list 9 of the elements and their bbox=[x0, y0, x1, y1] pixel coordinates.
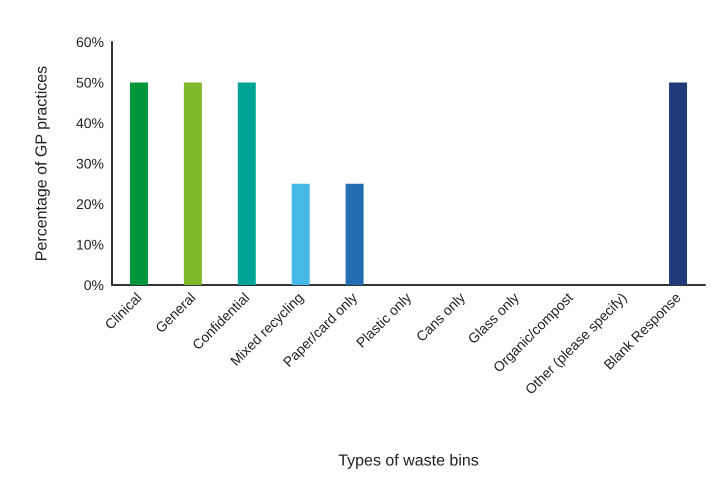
y-tick-label: 30% bbox=[76, 156, 104, 172]
y-tick-label: 0% bbox=[84, 277, 104, 293]
x-axis-title: Types of waste bins bbox=[338, 452, 479, 470]
y-tick-label: 60% bbox=[76, 34, 104, 50]
y-tick-label: 10% bbox=[76, 236, 104, 252]
y-tick-label: 50% bbox=[76, 74, 104, 90]
y-tick-label: 20% bbox=[76, 196, 104, 212]
y-axis-title: Percentage of GP practices bbox=[34, 66, 50, 262]
y-tick-label: 40% bbox=[76, 115, 104, 131]
